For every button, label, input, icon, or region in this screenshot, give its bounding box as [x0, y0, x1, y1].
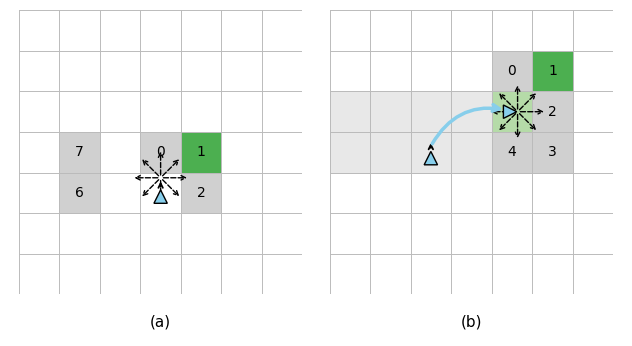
Text: (b): (b) [461, 315, 482, 329]
Text: 0: 0 [507, 64, 516, 78]
Bar [329, 132, 370, 173]
Bar [492, 51, 532, 91]
Text: 1: 1 [197, 145, 205, 159]
Bar [370, 132, 411, 173]
Bar [532, 51, 573, 91]
Text: (a): (a) [150, 315, 171, 329]
Text: 0: 0 [156, 145, 165, 159]
Bar [411, 91, 451, 132]
Text: 4: 4 [507, 145, 516, 159]
Bar [451, 91, 492, 132]
Bar [329, 91, 370, 132]
Bar [492, 132, 532, 173]
Bar [532, 132, 573, 173]
Text: 2: 2 [548, 105, 557, 119]
Polygon shape [504, 105, 517, 118]
Bar [181, 173, 221, 213]
Text: 7: 7 [75, 145, 84, 159]
Bar [451, 132, 492, 173]
Bar [140, 132, 181, 173]
Bar [492, 91, 532, 132]
Text: 1: 1 [548, 64, 557, 78]
Bar [370, 91, 411, 132]
Bar [59, 132, 100, 173]
Bar [59, 173, 100, 213]
Text: 3: 3 [548, 145, 557, 159]
Bar [411, 132, 451, 173]
Text: 6: 6 [75, 186, 84, 200]
Bar [532, 91, 573, 132]
Polygon shape [424, 152, 437, 165]
Polygon shape [154, 190, 167, 203]
Bar [181, 132, 221, 173]
Text: 2: 2 [197, 186, 205, 200]
